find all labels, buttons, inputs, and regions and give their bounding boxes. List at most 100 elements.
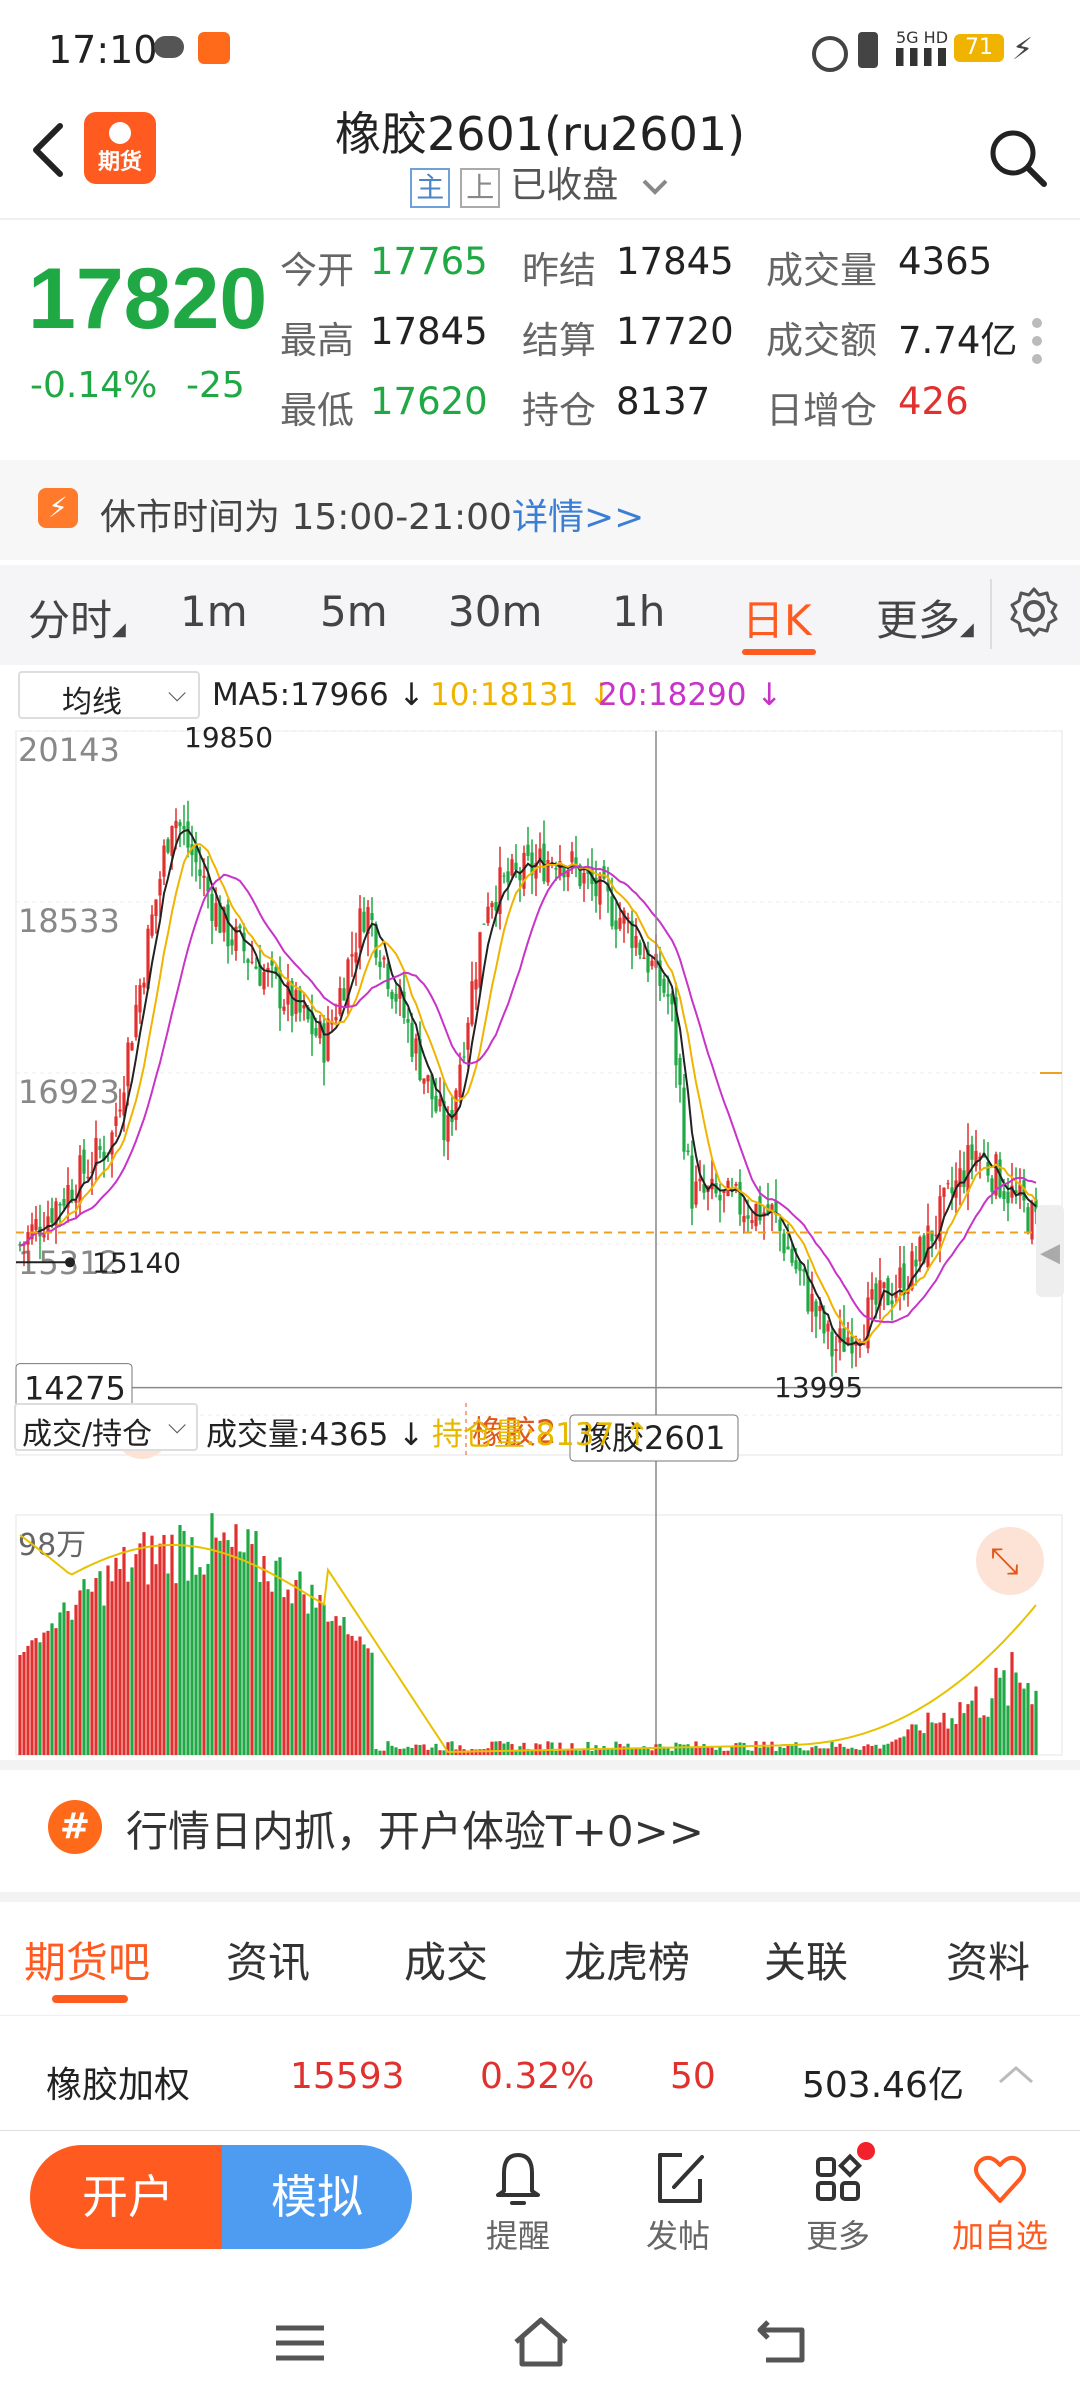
candle-body: [422, 1078, 426, 1084]
candle-body: [870, 1289, 874, 1300]
candle-body: [630, 920, 634, 949]
candle-body: [218, 902, 222, 933]
candle-body: [182, 826, 186, 830]
candle-body: [186, 821, 190, 848]
volume-bar: [394, 1747, 398, 1755]
candle-body: [714, 1183, 718, 1194]
candle-body: [326, 1018, 330, 1061]
tab-daily-k[interactable]: 日K: [742, 596, 812, 645]
candle-body: [66, 1184, 70, 1208]
candle-body: [150, 914, 154, 936]
candle-body: [318, 1020, 322, 1039]
search-icon[interactable]: [986, 126, 1050, 190]
tab-dragon-tiger[interactable]: 龙虎榜: [564, 1938, 691, 1987]
volume-bar: [466, 1750, 470, 1755]
volume-bar: [602, 1746, 606, 1755]
candle-body: [78, 1155, 82, 1204]
candle-body: [226, 904, 230, 947]
tab-1m[interactable]: 1m: [180, 587, 248, 636]
candle-body: [322, 1023, 326, 1063]
chevron-up-icon[interactable]: [996, 2062, 1036, 2086]
more-button[interactable]: 更多: [768, 2141, 908, 2257]
chevron-down-icon: ⌵: [168, 1411, 187, 1439]
volume-bar: [186, 1580, 190, 1755]
volume-bar: [326, 1621, 330, 1755]
wechat-icon: [154, 36, 184, 58]
tab-news[interactable]: 资讯: [226, 1938, 311, 1987]
ma-indicator-select[interactable]: 均线 ⌵: [18, 671, 200, 720]
simulate-button[interactable]: 模拟: [222, 2145, 412, 2249]
candle-body: [50, 1208, 54, 1223]
tab-5m[interactable]: 5m: [320, 587, 388, 636]
candle-body: [102, 1151, 106, 1161]
tab-1h[interactable]: 1h: [612, 587, 666, 636]
candle-body: [970, 1144, 974, 1160]
volume-bar: [694, 1741, 698, 1755]
futures-logo: 期货: [84, 112, 156, 184]
volume-bar: [30, 1640, 34, 1755]
tab-trades[interactable]: 成交: [404, 1938, 489, 1987]
volume-bar: [754, 1741, 758, 1755]
tab-related[interactable]: 关联: [764, 1938, 849, 1987]
market-notice[interactable]: ⚡ 休市时间为 15:00-21:00 详情>>: [0, 460, 1080, 560]
candle-body: [978, 1156, 982, 1160]
candle-body: [618, 917, 622, 929]
volume-bar: [378, 1750, 382, 1755]
volume-bar: [154, 1564, 158, 1755]
volume-bar: [34, 1638, 38, 1755]
weighted-index-row[interactable]: 橡胶加权 15593 0.32% 50 503.46亿: [0, 2020, 1080, 2130]
back-nav-icon[interactable]: [754, 2316, 810, 2366]
back-icon[interactable]: [28, 120, 68, 180]
candle-body: [250, 961, 254, 963]
candle-body: [662, 978, 666, 993]
open-account-button[interactable]: 开户: [30, 2145, 226, 2249]
candle-body: [974, 1150, 978, 1167]
candle-body: [1014, 1190, 1018, 1193]
quote-value: 4365: [898, 240, 993, 283]
volume-bar: [442, 1750, 446, 1755]
market-status-row[interactable]: 主上已收盘: [0, 156, 1080, 208]
remind-button[interactable]: 提醒: [448, 2141, 588, 2257]
candle-body: [538, 848, 542, 859]
tab-30m[interactable]: 30m: [448, 587, 543, 636]
bell-icon: [496, 2153, 540, 2205]
volume-select[interactable]: 成交/持仓 ⌵: [14, 1403, 198, 1452]
volume-bar: [278, 1557, 282, 1755]
tab-profile[interactable]: 资料: [946, 1938, 1031, 1987]
volume-bar: [254, 1531, 258, 1755]
quote-label: 成交量: [766, 249, 877, 292]
volume-bar: [122, 1546, 126, 1755]
menu-icon[interactable]: [272, 2320, 328, 2366]
volume-bar: [906, 1729, 910, 1755]
volume-bar: [282, 1597, 286, 1755]
add-watchlist-button[interactable]: 加自选: [930, 2141, 1070, 2257]
home-icon[interactable]: [510, 2314, 572, 2370]
tab-more[interactable]: 更多◢: [876, 596, 974, 645]
kline-chart-area[interactable]: 均线 ⌵ MA5:17966 ↓ 10:18131 ↓ 20:18290 ↓ 2…: [0, 665, 1080, 1765]
gear-icon[interactable]: [1008, 585, 1060, 637]
volume-bar: [382, 1750, 386, 1755]
taobao-icon: [198, 32, 230, 64]
volume-bar: [514, 1750, 518, 1755]
candle-body: [266, 967, 270, 973]
volume-bar: [798, 1747, 802, 1755]
candle-body: [694, 1181, 698, 1205]
candle-body: [82, 1149, 86, 1174]
volume-bar: [102, 1605, 106, 1755]
more-dots-icon[interactable]: [1032, 310, 1044, 372]
tab-futures-bar[interactable]: 期货吧: [24, 1938, 151, 1987]
volume-bar: [374, 1749, 378, 1755]
candle-body: [670, 993, 674, 1005]
candle-body: [930, 1230, 934, 1242]
kline-chart[interactable]: 2014318533169231531213702142751985013995…: [0, 725, 1080, 1765]
promo-banner[interactable]: # 行情日内抓，开户体验T+0>>: [0, 1770, 1080, 1890]
volume-bar: [306, 1613, 310, 1755]
volume-bar: [970, 1700, 974, 1755]
volume-bar: [562, 1749, 566, 1755]
notice-detail-link[interactable]: 详情>>: [512, 497, 645, 538]
candle-body: [202, 875, 206, 878]
candle-body: [434, 1095, 438, 1112]
tab-fenshi[interactable]: 分时◢: [28, 596, 126, 645]
candle-body: [522, 852, 526, 889]
post-button[interactable]: 发帖: [608, 2141, 748, 2257]
